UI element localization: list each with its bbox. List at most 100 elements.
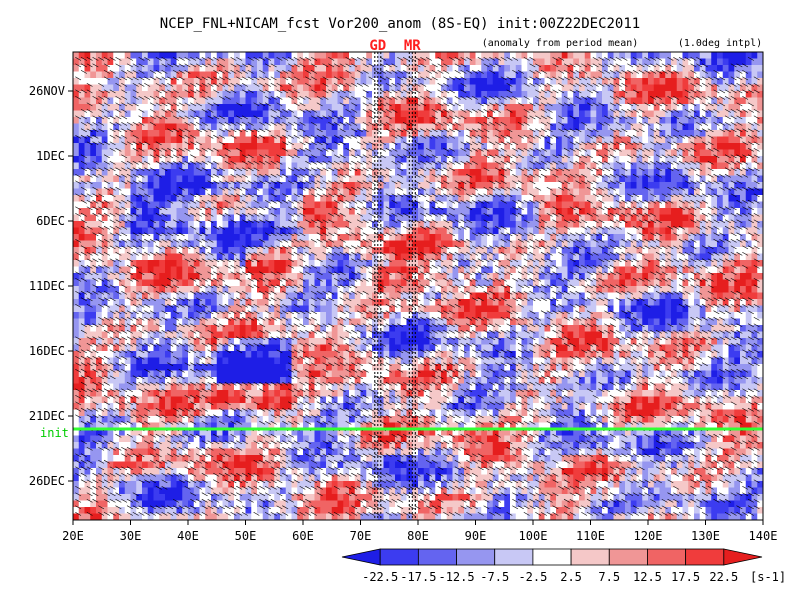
heatmap-cell <box>96 214 103 222</box>
heatmap-cell <box>584 292 591 300</box>
heatmap-cell <box>745 195 752 202</box>
heatmap-cell <box>504 253 511 261</box>
heatmap-cell <box>538 97 545 105</box>
heatmap-cell <box>498 149 505 157</box>
heatmap-cell <box>314 214 321 222</box>
heatmap-cell <box>205 162 212 170</box>
heatmap-cell <box>331 117 338 124</box>
heatmap-cell <box>366 71 373 79</box>
heatmap-cell <box>602 286 609 293</box>
heatmap-cell <box>113 175 120 183</box>
heatmap-cell <box>573 182 580 189</box>
heatmap-cell <box>694 227 701 235</box>
heatmap-cell <box>389 91 396 98</box>
heatmap-cell <box>320 149 327 157</box>
heatmap-cell <box>257 78 264 85</box>
heatmap-cell <box>159 201 166 209</box>
heatmap-cell <box>515 136 522 144</box>
heatmap-cell <box>84 182 91 189</box>
heatmap-cell <box>205 266 212 274</box>
heatmap-cell <box>446 214 453 222</box>
heatmap-cell <box>515 214 522 222</box>
heatmap-cell <box>245 71 252 79</box>
heatmap-cell <box>418 52 425 59</box>
heatmap-cell <box>159 91 166 98</box>
heatmap-cell <box>653 240 660 248</box>
heatmap-cell <box>498 273 505 280</box>
heatmap-cell <box>107 305 114 313</box>
heatmap-cell <box>153 208 160 215</box>
heatmap-cell <box>337 273 344 280</box>
heatmap-cell <box>96 84 103 92</box>
heatmap-cell <box>96 247 103 254</box>
heatmap-cell <box>78 175 85 183</box>
heatmap-cell <box>446 227 453 235</box>
heatmap-cell <box>193 299 200 306</box>
heatmap-cell <box>216 71 223 79</box>
heatmap-cell <box>228 247 235 254</box>
heatmap-cell <box>308 123 315 131</box>
heatmap-cell <box>567 240 574 248</box>
heatmap-cell <box>544 292 551 300</box>
heatmap-cell <box>199 65 206 72</box>
heatmap-cell <box>538 195 545 202</box>
heatmap-cell <box>96 201 103 209</box>
heatmap-cell <box>280 58 287 66</box>
heatmap-cell <box>331 286 338 293</box>
heatmap-cell <box>579 71 586 79</box>
heatmap-cell <box>429 227 436 235</box>
heatmap-cell <box>308 58 315 66</box>
heatmap-cell <box>285 201 292 209</box>
heatmap-cell <box>728 143 735 150</box>
heatmap-cell <box>711 299 718 306</box>
heatmap-cell <box>705 65 712 72</box>
heatmap-cell <box>73 52 80 59</box>
heatmap-cell <box>544 143 551 150</box>
heatmap-cell <box>653 221 660 228</box>
heatmap-cell <box>533 273 540 280</box>
heatmap-cell <box>487 253 494 261</box>
heatmap-cell <box>331 305 338 313</box>
heatmap-cell <box>228 58 235 66</box>
heatmap-cell <box>475 117 482 124</box>
heatmap-cell <box>492 260 499 267</box>
heatmap-cell <box>124 58 131 66</box>
heatmap-cell <box>602 97 609 105</box>
heatmap-cell <box>458 227 465 235</box>
heatmap-cell <box>400 227 407 235</box>
heatmap-cell <box>320 169 327 176</box>
heatmap-cell <box>607 104 614 111</box>
heatmap-cell <box>251 279 258 287</box>
heatmap-cell <box>722 52 729 59</box>
heatmap-cell <box>590 286 597 293</box>
heatmap-cell <box>510 201 517 209</box>
heatmap-cell <box>533 188 540 196</box>
heatmap-cell <box>257 208 264 215</box>
heatmap-cell <box>458 253 465 261</box>
heatmap-cell <box>245 149 252 157</box>
heatmap-cell <box>711 169 718 176</box>
heatmap-cell <box>211 84 218 92</box>
heatmap-cell <box>464 273 471 280</box>
heatmap-cell <box>613 52 620 59</box>
heatmap-cell <box>504 71 511 79</box>
heatmap-cell <box>751 260 758 267</box>
heatmap-cell <box>550 130 557 137</box>
heatmap-cell <box>193 286 200 293</box>
heatmap-cell <box>699 260 706 267</box>
heatmap-cell <box>84 273 91 280</box>
heatmap-cell <box>556 78 563 85</box>
heatmap-cell <box>653 299 660 306</box>
heatmap-cell <box>561 266 568 274</box>
heatmap-cell <box>124 84 131 92</box>
heatmap-cell <box>320 247 327 254</box>
heatmap-cell <box>84 214 91 222</box>
heatmap-cell <box>285 123 292 131</box>
heatmap-cell <box>320 279 327 287</box>
heatmap-cell <box>734 104 741 111</box>
heatmap-cell <box>395 182 402 189</box>
heatmap-cell <box>130 286 137 293</box>
heatmap-cell <box>751 175 758 183</box>
heatmap-cell <box>625 149 632 157</box>
heatmap-cell <box>613 188 620 196</box>
